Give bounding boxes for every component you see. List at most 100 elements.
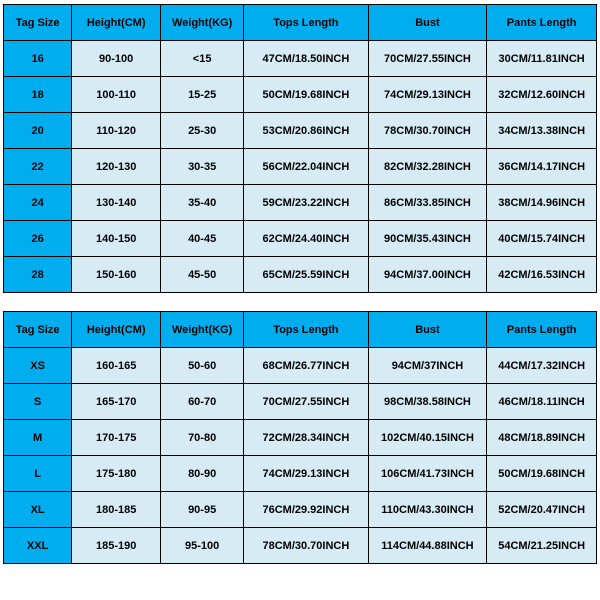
cell-tag-size: 28 <box>4 257 72 293</box>
table-row: 18100-11015-2550CM/19.68INCH74CM/29.13IN… <box>4 77 597 113</box>
cell-bust: 82CM/32.28INCH <box>368 149 487 185</box>
cell-tops: 68CM/26.77INCH <box>244 348 369 384</box>
cell-tops: 56CM/22.04INCH <box>244 149 369 185</box>
cell-weight: 95-100 <box>161 528 244 564</box>
cell-tag-size: 18 <box>4 77 72 113</box>
cell-tops: 47CM/18.50INCH <box>244 41 369 77</box>
cell-tops: 65CM/25.59INCH <box>244 257 369 293</box>
cell-weight: 50-60 <box>161 348 244 384</box>
size-table-kids: Tag Size Height(CM) Weight(KG) Tops Leng… <box>3 4 597 293</box>
cell-tag-size: XXL <box>4 528 72 564</box>
cell-bust: 102CM/40.15INCH <box>368 420 487 456</box>
cell-height: 160-165 <box>72 348 161 384</box>
cell-pants: 40CM/15.74INCH <box>487 221 597 257</box>
cell-bust: 74CM/29.13INCH <box>368 77 487 113</box>
cell-bust: 110CM/43.30INCH <box>368 492 487 528</box>
cell-weight: 25-30 <box>161 113 244 149</box>
cell-bust: 90CM/35.43INCH <box>368 221 487 257</box>
cell-height: 100-110 <box>72 77 161 113</box>
table-row: XL180-18590-9576CM/29.92INCH110CM/43.30I… <box>4 492 597 528</box>
cell-bust: 98CM/38.58INCH <box>368 384 487 420</box>
cell-weight: 15-25 <box>161 77 244 113</box>
cell-height: 180-185 <box>72 492 161 528</box>
cell-tops: 72CM/28.34INCH <box>244 420 369 456</box>
cell-tops: 50CM/19.68INCH <box>244 77 369 113</box>
col-height: Height(CM) <box>72 5 161 41</box>
cell-height: 185-190 <box>72 528 161 564</box>
cell-tops: 62CM/24.40INCH <box>244 221 369 257</box>
col-pants-length: Pants Length <box>487 312 597 348</box>
table-row: XXL185-19095-10078CM/30.70INCH114CM/44.8… <box>4 528 597 564</box>
table-row: 26140-15040-4562CM/24.40INCH90CM/35.43IN… <box>4 221 597 257</box>
cell-tag-size: S <box>4 384 72 420</box>
table-row: 28150-16045-5065CM/25.59INCH94CM/37.00IN… <box>4 257 597 293</box>
cell-pants: 44CM/17.32INCH <box>487 348 597 384</box>
cell-weight: 35-40 <box>161 185 244 221</box>
cell-pants: 30CM/11.81INCH <box>487 41 597 77</box>
cell-pants: 46CM/18.11INCH <box>487 384 597 420</box>
cell-bust: 78CM/30.70INCH <box>368 113 487 149</box>
cell-tag-size: XL <box>4 492 72 528</box>
cell-weight: 30-35 <box>161 149 244 185</box>
cell-tag-size: 16 <box>4 41 72 77</box>
table-row: 24130-14035-4059CM/23.22INCH86CM/33.85IN… <box>4 185 597 221</box>
cell-tops: 59CM/23.22INCH <box>244 185 369 221</box>
cell-tops: 76CM/29.92INCH <box>244 492 369 528</box>
table-row: XS160-16550-6068CM/26.77INCH94CM/37INCH4… <box>4 348 597 384</box>
table-row: 1690-100<1547CM/18.50INCH70CM/27.55INCH3… <box>4 41 597 77</box>
cell-bust: 106CM/41.73INCH <box>368 456 487 492</box>
table-row: 22120-13030-3556CM/22.04INCH82CM/32.28IN… <box>4 149 597 185</box>
cell-pants: 48CM/18.89INCH <box>487 420 597 456</box>
cell-height: 110-120 <box>72 113 161 149</box>
col-weight: Weight(KG) <box>161 312 244 348</box>
table-header: Tag Size Height(CM) Weight(KG) Tops Leng… <box>4 312 597 348</box>
table-row: S165-17060-7070CM/27.55INCH98CM/38.58INC… <box>4 384 597 420</box>
cell-tag-size: 22 <box>4 149 72 185</box>
cell-height: 170-175 <box>72 420 161 456</box>
cell-tag-size: M <box>4 420 72 456</box>
cell-bust: 94CM/37.00INCH <box>368 257 487 293</box>
col-pants-length: Pants Length <box>487 5 597 41</box>
cell-height: 150-160 <box>72 257 161 293</box>
table-row: L175-18080-9074CM/29.13INCH106CM/41.73IN… <box>4 456 597 492</box>
cell-bust: 114CM/44.88INCH <box>368 528 487 564</box>
col-bust: Bust <box>368 312 487 348</box>
cell-weight: <15 <box>161 41 244 77</box>
cell-tag-size: XS <box>4 348 72 384</box>
cell-bust: 86CM/33.85INCH <box>368 185 487 221</box>
cell-bust: 70CM/27.55INCH <box>368 41 487 77</box>
cell-weight: 45-50 <box>161 257 244 293</box>
cell-pants: 52CM/20.47INCH <box>487 492 597 528</box>
cell-tag-size: L <box>4 456 72 492</box>
cell-weight: 80-90 <box>161 456 244 492</box>
cell-pants: 50CM/19.68INCH <box>487 456 597 492</box>
table-row: 20110-12025-3053CM/20.86INCH78CM/30.70IN… <box>4 113 597 149</box>
cell-pants: 42CM/16.53INCH <box>487 257 597 293</box>
cell-height: 130-140 <box>72 185 161 221</box>
col-tag-size: Tag Size <box>4 312 72 348</box>
cell-tag-size: 20 <box>4 113 72 149</box>
cell-weight: 40-45 <box>161 221 244 257</box>
cell-height: 90-100 <box>72 41 161 77</box>
col-weight: Weight(KG) <box>161 5 244 41</box>
cell-height: 140-150 <box>72 221 161 257</box>
cell-height: 175-180 <box>72 456 161 492</box>
cell-tops: 53CM/20.86INCH <box>244 113 369 149</box>
cell-bust: 94CM/37INCH <box>368 348 487 384</box>
col-bust: Bust <box>368 5 487 41</box>
size-table-adults: Tag Size Height(CM) Weight(KG) Tops Leng… <box>3 311 597 564</box>
cell-weight: 70-80 <box>161 420 244 456</box>
cell-height: 165-170 <box>72 384 161 420</box>
col-tops-length: Tops Length <box>244 5 369 41</box>
cell-pants: 34CM/13.38INCH <box>487 113 597 149</box>
table-row: M170-17570-8072CM/28.34INCH102CM/40.15IN… <box>4 420 597 456</box>
table-header: Tag Size Height(CM) Weight(KG) Tops Leng… <box>4 5 597 41</box>
cell-tops: 74CM/29.13INCH <box>244 456 369 492</box>
cell-tops: 78CM/30.70INCH <box>244 528 369 564</box>
col-tops-length: Tops Length <box>244 312 369 348</box>
cell-pants: 32CM/12.60INCH <box>487 77 597 113</box>
cell-weight: 60-70 <box>161 384 244 420</box>
cell-tops: 70CM/27.55INCH <box>244 384 369 420</box>
cell-weight: 90-95 <box>161 492 244 528</box>
cell-height: 120-130 <box>72 149 161 185</box>
